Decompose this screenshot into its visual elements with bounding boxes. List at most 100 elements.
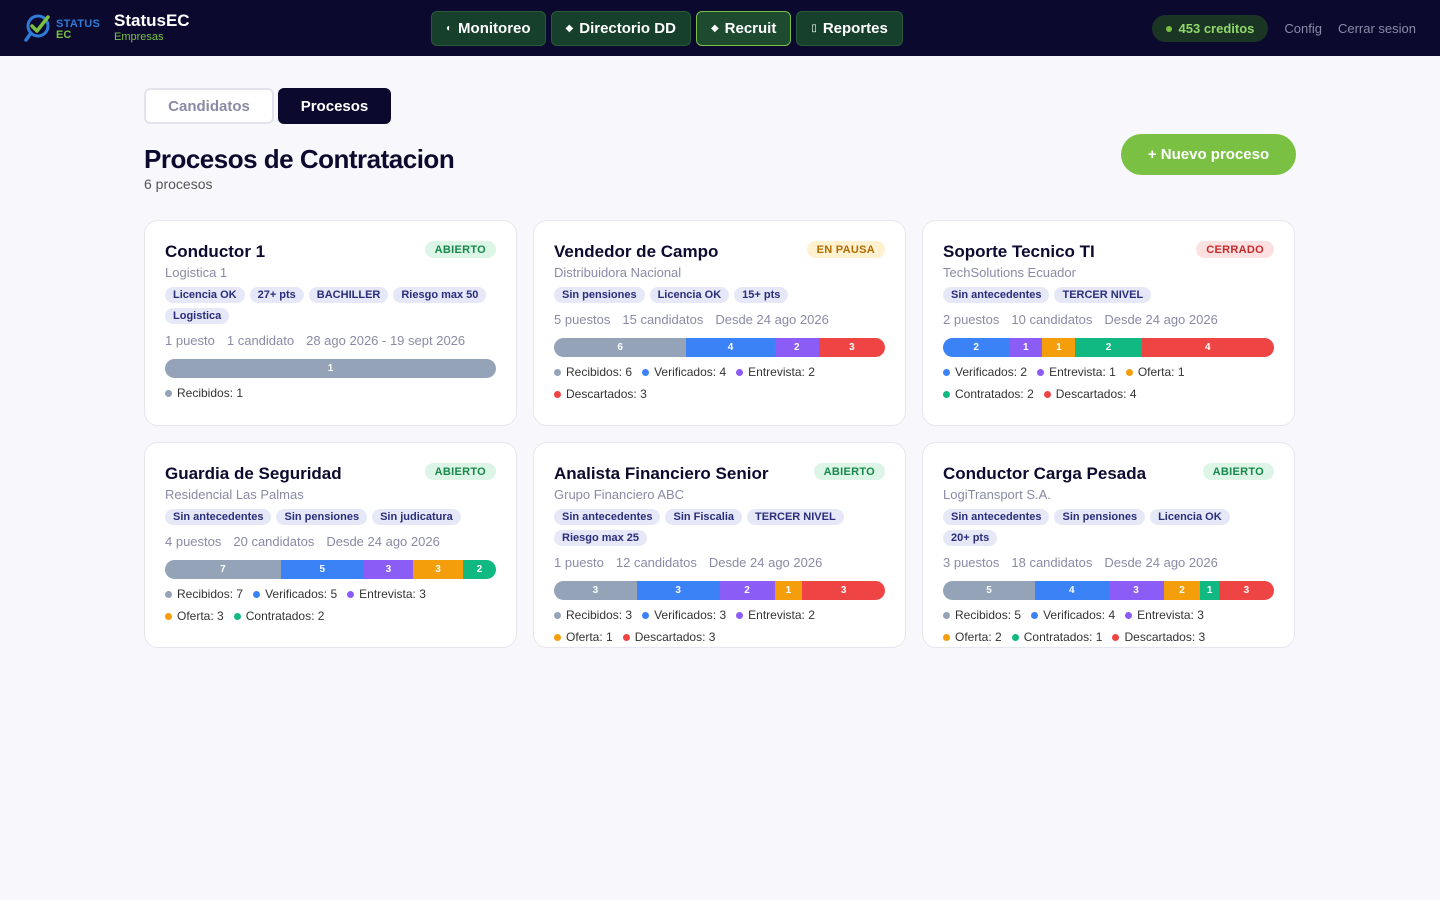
credits-badge[interactable]: 453 creditos bbox=[1151, 15, 1269, 42]
legend-separator: : bbox=[633, 387, 637, 401]
pipeline-segment-oferta: 1 bbox=[1042, 338, 1076, 357]
legend-separator: : bbox=[801, 608, 805, 622]
company-name: TechSolutions Ecuador bbox=[943, 265, 1076, 280]
legend-item-recibidos: Recibidos: 7 bbox=[165, 587, 243, 601]
config-link[interactable]: Config bbox=[1284, 21, 1322, 36]
legend-separator: : bbox=[618, 365, 623, 379]
process-title: Soporte Tecnico TI bbox=[943, 242, 1095, 261]
legend-dot-icon bbox=[554, 390, 561, 398]
legend-value: 3 bbox=[1198, 630, 1206, 644]
process-meta: 2 puestos 10 candidatos Desde 24 ago 2026 bbox=[943, 312, 1274, 327]
requirement-tag: BACHILLER bbox=[308, 287, 389, 303]
nav-reportes[interactable]: ▯ Reportes bbox=[796, 11, 903, 46]
process-card[interactable]: Analista Financiero Senior ABIERTO Grupo F… bbox=[533, 442, 906, 648]
legend-value: 2 bbox=[808, 608, 815, 622]
legend-dot-icon bbox=[1037, 368, 1045, 376]
requirement-tag: Licencia OK bbox=[1150, 509, 1230, 525]
pipeline-legend: Recibidos: 6 Verificados: 4 Entrevista: 2 D… bbox=[554, 365, 885, 401]
pipeline-segment-entrevista: 2 bbox=[774, 338, 819, 357]
legend-item-oferta: Oferta: 1 bbox=[554, 630, 613, 644]
legend-dot-icon bbox=[1043, 390, 1051, 398]
legend-item-verificados: Verificados: 4 bbox=[642, 365, 726, 379]
process-card[interactable]: Vendedor de Campo EN PAUSA Distribuidora N… bbox=[533, 220, 906, 426]
legend-value: 3 bbox=[1197, 608, 1204, 622]
tab-candidatos[interactable]: Candidatos bbox=[144, 88, 274, 124]
legend-label: Contratados bbox=[1023, 630, 1090, 644]
logout-link[interactable]: Cerrar sesion bbox=[1337, 21, 1416, 36]
nav-directorio-dd[interactable]: ◆ Directorio DD bbox=[550, 11, 691, 46]
diamond-icon: ◆ bbox=[565, 23, 574, 34]
process-title: Analista Financiero Senior bbox=[554, 464, 769, 483]
view-tabs: Candidatos Procesos bbox=[144, 88, 1296, 124]
legend-value: 3 bbox=[625, 608, 633, 622]
legend-dot-icon bbox=[165, 590, 172, 598]
pipeline-legend: Recibidos: 1 bbox=[165, 386, 496, 400]
requirement-tag: TERCER NIVEL bbox=[1054, 287, 1152, 303]
nav-monitoreo[interactable]: ◐ Monitoreo bbox=[431, 11, 546, 46]
legend-label: Entrevista bbox=[748, 608, 802, 622]
legend-dot-icon bbox=[554, 611, 561, 619]
legend-separator: : bbox=[1171, 365, 1175, 379]
requirement-tag: Riesgo max 50 bbox=[393, 287, 487, 303]
nav-recruit[interactable]: ◆ Recruit bbox=[695, 11, 792, 46]
legend-label: Entrevista bbox=[359, 587, 413, 601]
requirement-tag: TERCER NIVEL bbox=[747, 509, 844, 525]
legend-value: 1 bbox=[236, 386, 244, 400]
meta-item: 1 puesto bbox=[165, 333, 215, 348]
legend-item-contratados: Contratados: 1 bbox=[1011, 630, 1102, 644]
legend-dot-icon bbox=[233, 612, 241, 620]
legend-separator: : bbox=[229, 587, 234, 601]
nav-label: Reportes bbox=[822, 20, 888, 37]
requirement-tag: Sin pensiones bbox=[1054, 509, 1146, 525]
legend-item-entrevista: Entrevista: 2 bbox=[736, 365, 815, 379]
legend-separator: : bbox=[712, 365, 717, 379]
company-name: LogiTransport S.A. bbox=[943, 487, 1051, 502]
company-name: Logistica 1 bbox=[165, 265, 228, 280]
legend-separator: : bbox=[412, 587, 416, 601]
legend-label: Verificados bbox=[654, 608, 713, 622]
legend-label: Recibidos bbox=[177, 587, 230, 601]
legend-value: 4 bbox=[1108, 608, 1116, 622]
tab-procesos[interactable]: Procesos bbox=[278, 88, 391, 124]
legend-separator: : bbox=[712, 608, 717, 622]
requirement-tag: Sin antecedentes bbox=[943, 509, 1050, 525]
meta-item: 3 puestos bbox=[943, 555, 1000, 570]
process-card[interactable]: Conductor Carga Pesada ABIERTO LogiTranspo… bbox=[922, 442, 1295, 648]
legend-value: 3 bbox=[640, 387, 647, 401]
legend-separator: : bbox=[1190, 608, 1194, 622]
legend-item-descartados: Descartados: 3 bbox=[554, 387, 647, 401]
brand[interactable]: STATUS EC StatusEC Empresas bbox=[24, 11, 190, 45]
legend-label: Recibidos bbox=[955, 608, 1008, 622]
requirement-tags: Sin antecedentes TERCER NIVEL bbox=[943, 287, 1274, 303]
legend-separator: : bbox=[702, 630, 706, 644]
process-card[interactable]: Conductor 1 ABIERTO Logistica 1 Licencia OK… bbox=[144, 220, 517, 426]
pipeline-segment-verificados: 4 bbox=[1034, 581, 1109, 600]
meta-item: Desde 24 ago 2026 bbox=[715, 312, 829, 327]
process-card[interactable]: Guardia de Seguridad ABIERTO Residencial L… bbox=[144, 442, 517, 648]
requirement-tags: Sin pensiones Licencia OK 15+ pts bbox=[554, 287, 885, 303]
status-badge: ABIERTO bbox=[1202, 463, 1274, 480]
process-title: Vendedor de Campo bbox=[554, 242, 719, 261]
company-name: Distribuidora Nacional bbox=[554, 265, 682, 280]
new-process-button[interactable]: + Nuevo proceso bbox=[1121, 134, 1296, 175]
legend-dot-icon bbox=[554, 368, 561, 376]
statusec-logo: STATUS EC bbox=[24, 11, 104, 45]
top-bar: STATUS EC StatusEC Empresas ◐ Monitoreo … bbox=[0, 0, 1440, 56]
legend-item-recibidos: Recibidos: 6 bbox=[554, 365, 632, 379]
meta-item: 12 candidatos bbox=[615, 555, 697, 570]
legend-label: Entrevista bbox=[1049, 365, 1103, 379]
legend-value: 2 bbox=[995, 630, 1002, 644]
status-badge: ABIERTO bbox=[424, 463, 496, 480]
half-circle-icon: ◐ bbox=[446, 23, 453, 34]
app-subtitle: Empresas bbox=[114, 31, 164, 43]
document-icon: ▯ bbox=[811, 23, 817, 34]
pipeline-segment-verificados: 5 bbox=[280, 560, 364, 579]
process-grid: Conductor 1 ABIERTO Logistica 1 Licencia OK… bbox=[144, 220, 1296, 648]
legend-item-recibidos: Recibidos: 1 bbox=[165, 386, 243, 400]
legend-value: 4 bbox=[719, 365, 727, 379]
meta-item: Desde 24 ago 2026 bbox=[708, 555, 823, 570]
process-card[interactable]: Soporte Tecnico TI CERRADO TechSolutions E… bbox=[922, 220, 1295, 426]
pipeline-segment-descartados: 4 bbox=[1141, 338, 1274, 357]
